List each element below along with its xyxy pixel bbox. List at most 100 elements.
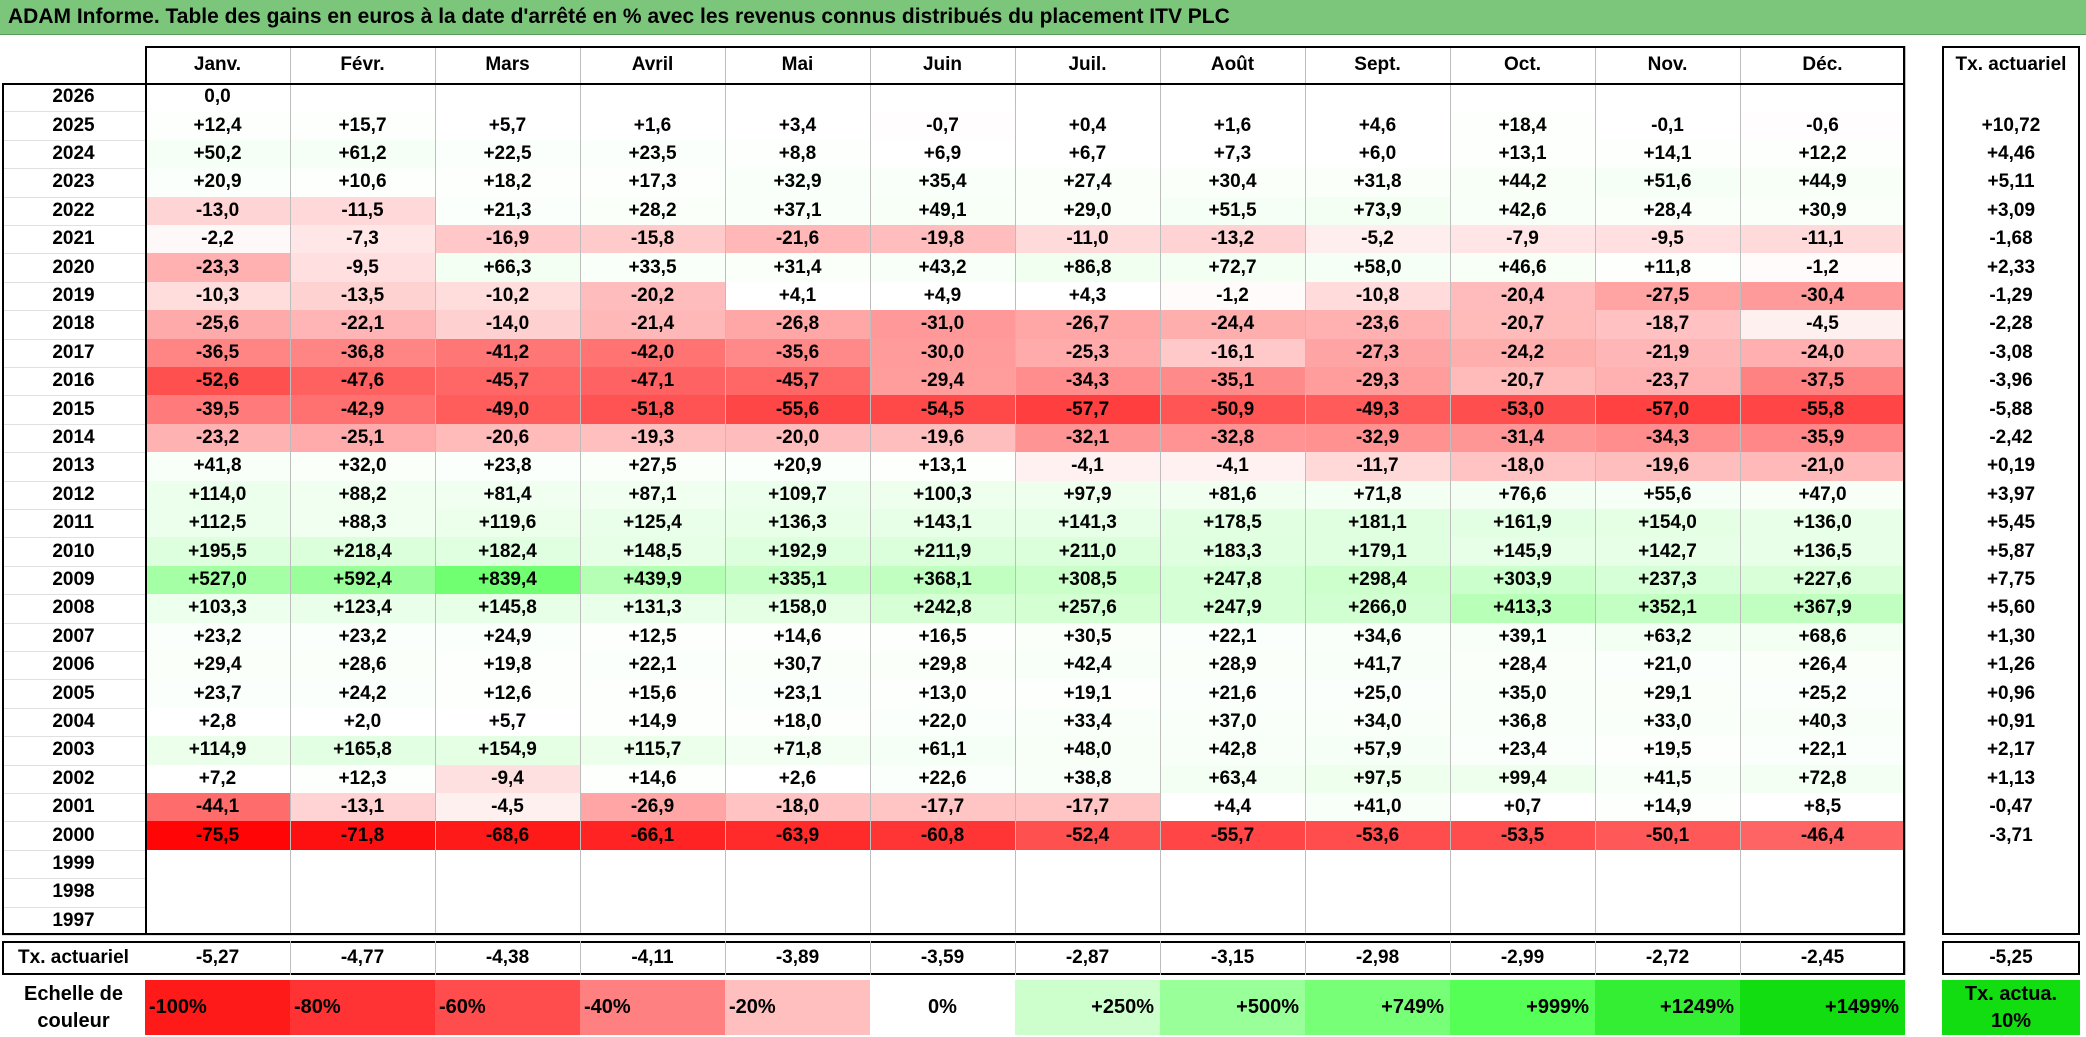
value-cell: +131,3	[580, 594, 725, 623]
value-cell: +165,8	[290, 736, 435, 765]
value-cell: -52,6	[145, 367, 290, 396]
value-cell: +2,6	[725, 764, 870, 793]
value-cell	[580, 878, 725, 907]
value-cell: -49,3	[1305, 395, 1450, 424]
value-cell: +298,4	[1305, 565, 1450, 595]
rate-cell: +0,19	[1986, 455, 2036, 477]
value-cell: +22,1	[1160, 622, 1305, 651]
value-cell	[1015, 849, 1160, 879]
value-cell: +13,1	[1450, 139, 1595, 169]
value-cell: -75,5	[145, 821, 290, 850]
value-cell: +44,2	[1450, 168, 1595, 197]
value-cell: +247,9	[1160, 594, 1305, 623]
value-cell: -9,5	[290, 253, 435, 282]
value-cell: +136,0	[1740, 509, 1905, 538]
value-cell: -57,7	[1015, 395, 1160, 424]
value-cell: -10,8	[1305, 281, 1450, 311]
value-cell: +29,8	[870, 651, 1015, 680]
value-cell: +30,9	[1740, 196, 1905, 225]
value-cell	[1740, 906, 1905, 935]
rate-cell: +0,96	[1986, 682, 2036, 704]
rate-cell	[1942, 850, 2080, 878]
value-cell: +32,9	[725, 168, 870, 197]
value-cell: -60,8	[870, 821, 1015, 850]
footer-cell: -3,89	[775, 947, 820, 968]
value-cell: +12,3	[290, 764, 435, 793]
value-cell: -32,1	[1015, 423, 1160, 453]
value-cell	[145, 849, 290, 879]
value-cell: -17,7	[870, 793, 1015, 822]
rate-cell: +2,33	[1986, 256, 2036, 278]
footer-cell: -2,87	[1065, 947, 1110, 968]
value-cell: +58,0	[1305, 253, 1450, 282]
value-cell: +227,6	[1740, 565, 1905, 595]
value-cell: -18,0	[1450, 452, 1595, 481]
value-cell	[290, 878, 435, 907]
value-cell: -21,6	[725, 225, 870, 254]
value-cell	[435, 83, 580, 112]
value-cell: -71,8	[290, 821, 435, 850]
value-cell: +22,6	[870, 764, 1015, 793]
value-cell: -13,5	[290, 281, 435, 311]
value-cell: -29,3	[1305, 367, 1450, 396]
value-cell: +19,5	[1595, 736, 1740, 765]
value-cell: +367,9	[1740, 594, 1905, 623]
value-cell: +15,6	[580, 679, 725, 708]
footer-cell: -5,27	[195, 947, 240, 968]
legend-swatch: +999%	[1450, 980, 1595, 1035]
value-cell: -36,8	[290, 338, 435, 367]
legend-swatch: -40%	[580, 980, 725, 1035]
value-cell: +21,0	[1595, 651, 1740, 680]
value-cell: +41,8	[145, 452, 290, 481]
value-cell: -19,8	[870, 225, 1015, 254]
value-cell: +37,1	[725, 196, 870, 225]
value-cell: +55,6	[1595, 480, 1740, 509]
value-cell: -20,6	[435, 423, 580, 453]
rate-cell: +5,87	[1986, 540, 2036, 562]
value-cell: +38,8	[1015, 764, 1160, 793]
value-cell: +57,9	[1305, 736, 1450, 765]
value-cell	[435, 849, 580, 879]
month-header: Nov.	[1647, 53, 1688, 75]
rate-cell: -0,47	[1989, 796, 2033, 818]
value-cell: -19,6	[1595, 452, 1740, 481]
value-cell: +6,9	[870, 139, 1015, 169]
year-label: 2024	[52, 142, 95, 164]
value-cell: +154,9	[435, 736, 580, 765]
value-cell: +29,4	[145, 651, 290, 680]
value-cell: +31,4	[725, 253, 870, 282]
value-cell: -26,8	[725, 310, 870, 339]
value-cell: -47,6	[290, 367, 435, 396]
value-cell: +43,2	[870, 253, 1015, 282]
value-cell: +12,4	[145, 111, 290, 140]
value-cell: +72,7	[1160, 253, 1305, 282]
rate-cell: +3,09	[1986, 199, 2036, 221]
value-cell: +592,4	[290, 565, 435, 595]
year-label: 1997	[52, 909, 95, 931]
value-cell: +14,6	[725, 622, 870, 651]
value-cell	[145, 878, 290, 907]
value-cell: +178,5	[1160, 509, 1305, 538]
value-cell: +2,8	[145, 707, 290, 737]
year-label: 2016	[52, 370, 95, 392]
value-cell: +29,1	[1595, 679, 1740, 708]
value-cell: -1,2	[1160, 281, 1305, 311]
value-cell	[1450, 906, 1595, 935]
footer-cell: -2,72	[1645, 947, 1690, 968]
value-cell: +257,6	[1015, 594, 1160, 623]
year-label: 2014	[52, 426, 95, 448]
year-label: 2001	[52, 796, 95, 818]
year-label: 2013	[52, 455, 95, 477]
value-cell: +308,5	[1015, 565, 1160, 595]
value-cell	[1740, 849, 1905, 879]
value-cell: +4,4	[1160, 793, 1305, 822]
year-label: 2018	[52, 313, 95, 335]
legend-swatch: +1499%	[1740, 980, 1905, 1035]
rate-cell: -3,71	[1989, 824, 2033, 846]
value-cell: +34,0	[1305, 707, 1450, 737]
value-cell	[290, 83, 435, 112]
value-cell: -16,1	[1160, 338, 1305, 367]
value-cell: +76,6	[1450, 480, 1595, 509]
value-cell: -55,8	[1740, 395, 1905, 424]
value-cell: +237,3	[1595, 565, 1740, 595]
